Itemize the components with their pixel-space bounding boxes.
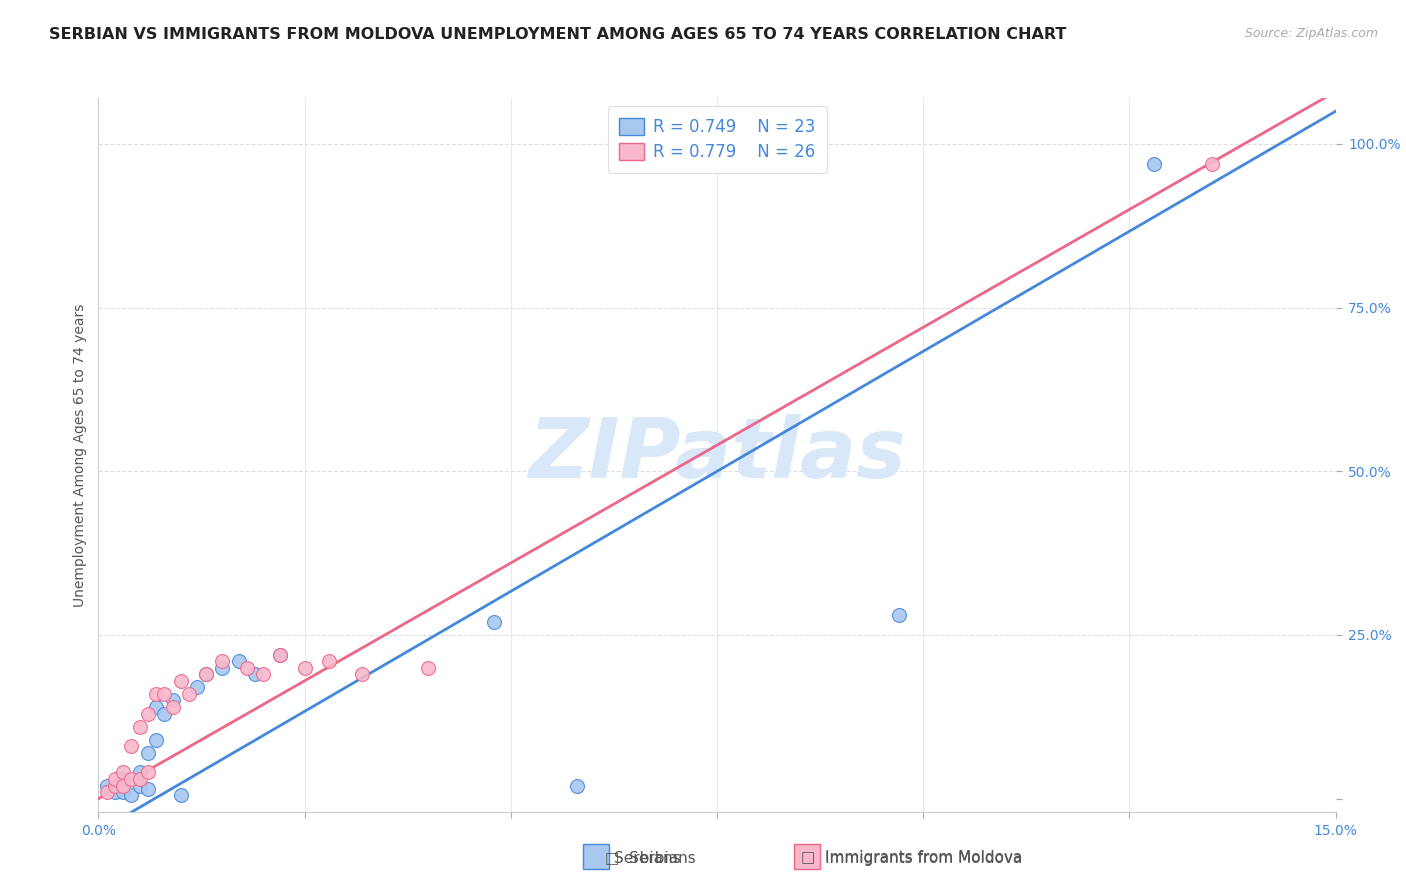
Point — [179, 687, 201, 701]
Point — [318, 654, 340, 668]
Point — [112, 772, 135, 786]
Point — [170, 789, 193, 803]
Point — [145, 700, 167, 714]
Point — [887, 608, 910, 623]
Point — [96, 779, 118, 793]
Point — [269, 648, 291, 662]
Point — [228, 654, 250, 668]
Point — [194, 667, 217, 681]
Point — [104, 785, 127, 799]
Text: □  Serbians: □ Serbians — [605, 850, 696, 865]
Text: ZIPatlas: ZIPatlas — [529, 415, 905, 495]
Point — [120, 789, 142, 803]
Text: Serbians: Serbians — [614, 851, 681, 865]
Text: Source: ZipAtlas.com: Source: ZipAtlas.com — [1244, 27, 1378, 40]
Point — [96, 785, 118, 799]
Point — [104, 779, 127, 793]
Text: □  Immigrants from Moldova: □ Immigrants from Moldova — [801, 850, 1022, 865]
Point — [194, 667, 217, 681]
Text: Immigrants from Moldova: Immigrants from Moldova — [825, 851, 1022, 865]
Point — [352, 667, 374, 681]
Point — [252, 667, 274, 681]
Point — [418, 661, 440, 675]
Point — [153, 687, 176, 701]
Legend: R = 0.749    N = 23, R = 0.779    N = 26: R = 0.749 N = 23, R = 0.779 N = 26 — [607, 106, 827, 173]
Point — [1201, 156, 1223, 170]
Point — [120, 772, 142, 786]
Point — [112, 765, 135, 780]
Point — [136, 781, 159, 796]
Point — [112, 779, 135, 793]
Point — [136, 765, 159, 780]
Point — [236, 661, 259, 675]
Point — [294, 661, 316, 675]
Point — [145, 687, 167, 701]
Point — [128, 779, 150, 793]
FancyBboxPatch shape — [794, 844, 820, 869]
Point — [145, 732, 167, 747]
Point — [112, 785, 135, 799]
Point — [269, 648, 291, 662]
Point — [128, 772, 150, 786]
Point — [211, 654, 233, 668]
Point — [565, 779, 588, 793]
Point — [128, 765, 150, 780]
Point — [136, 746, 159, 760]
Point — [484, 615, 506, 629]
Point — [128, 720, 150, 734]
Text: SERBIAN VS IMMIGRANTS FROM MOLDOVA UNEMPLOYMENT AMONG AGES 65 TO 74 YEARS CORREL: SERBIAN VS IMMIGRANTS FROM MOLDOVA UNEMP… — [49, 27, 1067, 42]
Point — [120, 739, 142, 754]
Point — [136, 706, 159, 721]
Point — [162, 693, 184, 707]
FancyBboxPatch shape — [583, 844, 609, 869]
Y-axis label: Unemployment Among Ages 65 to 74 years: Unemployment Among Ages 65 to 74 years — [73, 303, 87, 607]
Point — [104, 772, 127, 786]
Point — [211, 661, 233, 675]
Point — [186, 681, 208, 695]
Point — [153, 706, 176, 721]
Point — [170, 673, 193, 688]
Point — [162, 700, 184, 714]
Point — [1143, 156, 1166, 170]
Point — [243, 667, 266, 681]
